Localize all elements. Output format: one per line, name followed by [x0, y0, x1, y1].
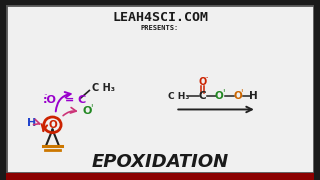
- Text: H: H: [27, 118, 36, 128]
- Text: :O: :O: [43, 95, 57, 105]
- Text: O: O: [198, 76, 206, 87]
- Text: EPOXIDATION: EPOXIDATION: [92, 153, 228, 171]
- Text: C H₃: C H₃: [168, 92, 189, 101]
- Text: O: O: [215, 91, 224, 101]
- Text: ': ': [91, 103, 93, 113]
- Text: H: H: [249, 91, 258, 101]
- Text: LEAH4SCI.COM: LEAH4SCI.COM: [112, 12, 208, 24]
- Text: ': ': [222, 88, 225, 98]
- Text: C: C: [199, 91, 206, 101]
- FancyBboxPatch shape: [6, 5, 314, 173]
- Text: O: O: [233, 91, 242, 101]
- Text: = C: = C: [65, 95, 86, 105]
- Text: ··: ··: [204, 75, 209, 81]
- FancyBboxPatch shape: [6, 173, 314, 180]
- Text: O: O: [82, 106, 92, 116]
- Text: C H₃: C H₃: [92, 83, 115, 93]
- Text: ··: ··: [43, 91, 47, 100]
- Text: ': ': [240, 88, 243, 98]
- Text: PRESENTS:: PRESENTS:: [141, 25, 179, 31]
- Text: O: O: [48, 120, 57, 130]
